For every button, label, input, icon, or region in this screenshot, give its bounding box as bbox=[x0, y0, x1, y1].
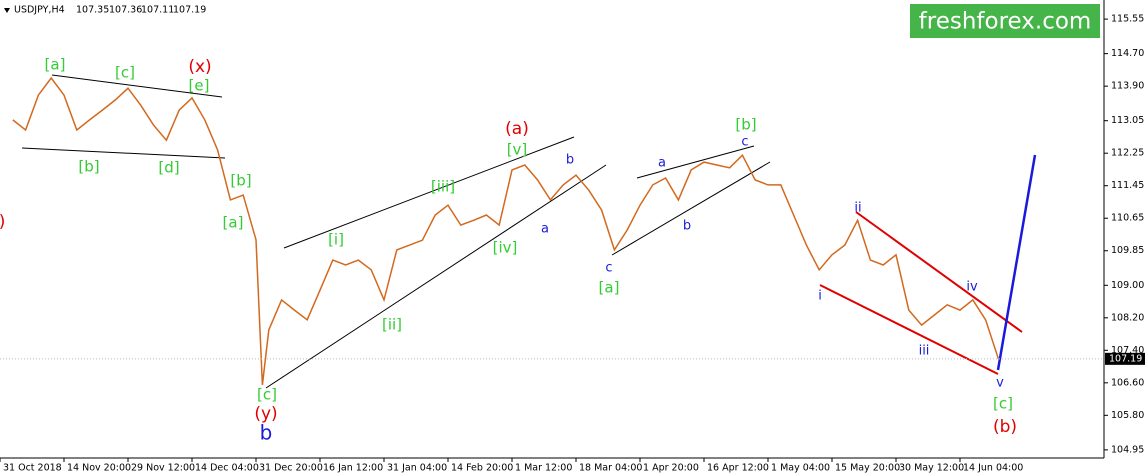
wave-label: [ii] bbox=[382, 316, 402, 334]
wave-label: [e] bbox=[189, 77, 210, 95]
y-tick-label: 104.95 bbox=[1111, 444, 1144, 455]
wave-label: [d] bbox=[158, 159, 179, 177]
wave-label: [c] bbox=[257, 386, 277, 404]
x-tick-label: 16 Jan 12:00 bbox=[323, 463, 383, 474]
wave-label: v bbox=[996, 376, 1004, 391]
trend-line bbox=[636, 145, 755, 179]
wave-label: ii bbox=[854, 201, 861, 216]
channel-line bbox=[819, 284, 999, 375]
forecast-line bbox=[996, 154, 1037, 371]
price-line bbox=[12, 76, 1000, 385]
logo-box bbox=[910, 4, 1100, 38]
wave-label: iii bbox=[919, 344, 930, 359]
wave-label: (a) bbox=[505, 119, 529, 139]
price-tag bbox=[1105, 352, 1145, 365]
wave-label: b bbox=[566, 153, 574, 168]
x-tick-label: 31 Oct 2018 bbox=[3, 463, 62, 474]
wave-label: b bbox=[260, 421, 273, 445]
x-tick-label: 29 Nov 12:00 bbox=[131, 463, 195, 474]
x-tick-label: 1 May 04:00 bbox=[771, 463, 830, 474]
wave-label: [b] bbox=[230, 172, 251, 190]
y-tick-label: 108.20 bbox=[1111, 312, 1144, 323]
y-tick-label: 111.45 bbox=[1111, 180, 1144, 191]
y-tick-label: 109.85 bbox=[1111, 245, 1144, 256]
x-tick-label: 30 May 12:00 bbox=[899, 463, 964, 474]
ohlc-close: 107.19 bbox=[173, 5, 206, 16]
logo: freshforex.com bbox=[919, 9, 1092, 35]
wave-label: (x) bbox=[188, 57, 211, 77]
x-tick-label: 14 Nov 20:00 bbox=[67, 463, 131, 474]
y-tick-label: 112.25 bbox=[1111, 148, 1144, 159]
trend-line bbox=[21, 147, 226, 159]
wave-label: [iv] bbox=[493, 239, 518, 257]
y-tick-label: 105.80 bbox=[1111, 410, 1144, 421]
y-tick-label: 109.00 bbox=[1111, 280, 1144, 291]
trend-lines bbox=[21, 74, 1037, 389]
wave-label: [a] bbox=[223, 214, 244, 232]
wave-label: ) bbox=[0, 212, 5, 232]
trend-line bbox=[265, 164, 607, 389]
trend-line bbox=[51, 74, 223, 98]
y-tick-label: 110.65 bbox=[1111, 213, 1144, 224]
x-tick-label: 15 May 20:00 bbox=[835, 463, 900, 474]
wave-label: c bbox=[605, 261, 612, 276]
y-tick-label: 107.40 bbox=[1111, 345, 1144, 356]
x-tick-label: 14 Feb 20:00 bbox=[451, 463, 513, 474]
wave-label: (y) bbox=[254, 404, 277, 424]
wave-label: [b] bbox=[735, 116, 756, 134]
wave-label: [v] bbox=[507, 141, 528, 159]
y-tick-label: 114.70 bbox=[1111, 48, 1144, 59]
x-tick-label: 16 Apr 12:00 bbox=[707, 463, 769, 474]
ohlc-open: 107.35 bbox=[76, 5, 109, 16]
x-tick-label: 14 Dec 04:00 bbox=[195, 463, 259, 474]
wave-label: [c] bbox=[115, 64, 135, 82]
x-tick-label: 18 Mar 04:00 bbox=[579, 463, 642, 474]
x-tick-label: 1 Apr 20:00 bbox=[643, 463, 699, 474]
menu-arrow bbox=[4, 8, 10, 13]
wave-label: i bbox=[818, 289, 822, 304]
ohlc-high: 107.36 bbox=[109, 5, 142, 16]
y-tick-label: 106.60 bbox=[1111, 377, 1144, 388]
trend-line bbox=[283, 136, 575, 249]
wave-label: [a] bbox=[599, 279, 620, 297]
x-tick-label: 31 Dec 20:00 bbox=[259, 463, 323, 474]
wave-label: c bbox=[741, 135, 748, 150]
wave-label: (b) bbox=[993, 417, 1017, 437]
symbol: USDJPY,H4 bbox=[14, 5, 65, 16]
wave-label: b bbox=[683, 219, 691, 234]
x-tick-label: 1 Mar 12:00 bbox=[515, 463, 572, 474]
y-tick-label: 113.05 bbox=[1111, 115, 1144, 126]
ohlc-low: 107.11 bbox=[141, 5, 174, 16]
price-tag-label: 107.19 bbox=[1109, 353, 1142, 364]
trend-line bbox=[611, 161, 771, 256]
x-tick-label: 14 Jun 04:00 bbox=[963, 463, 1023, 474]
y-tick-label: 115.55 bbox=[1111, 14, 1144, 25]
wave-label: iv bbox=[966, 280, 978, 295]
channel-line bbox=[855, 211, 1023, 333]
y-tick-label: 113.90 bbox=[1111, 81, 1144, 92]
wave-label: a bbox=[658, 156, 666, 171]
wave-label: [c] bbox=[993, 395, 1013, 413]
wave-label: [b] bbox=[78, 158, 99, 176]
wave-label: [iii] bbox=[431, 178, 455, 196]
wave-label: [i] bbox=[328, 231, 344, 249]
wave-label: [a] bbox=[45, 56, 66, 74]
wave-label: a bbox=[541, 222, 549, 237]
x-tick-label: 31 Jan 04:00 bbox=[387, 463, 447, 474]
